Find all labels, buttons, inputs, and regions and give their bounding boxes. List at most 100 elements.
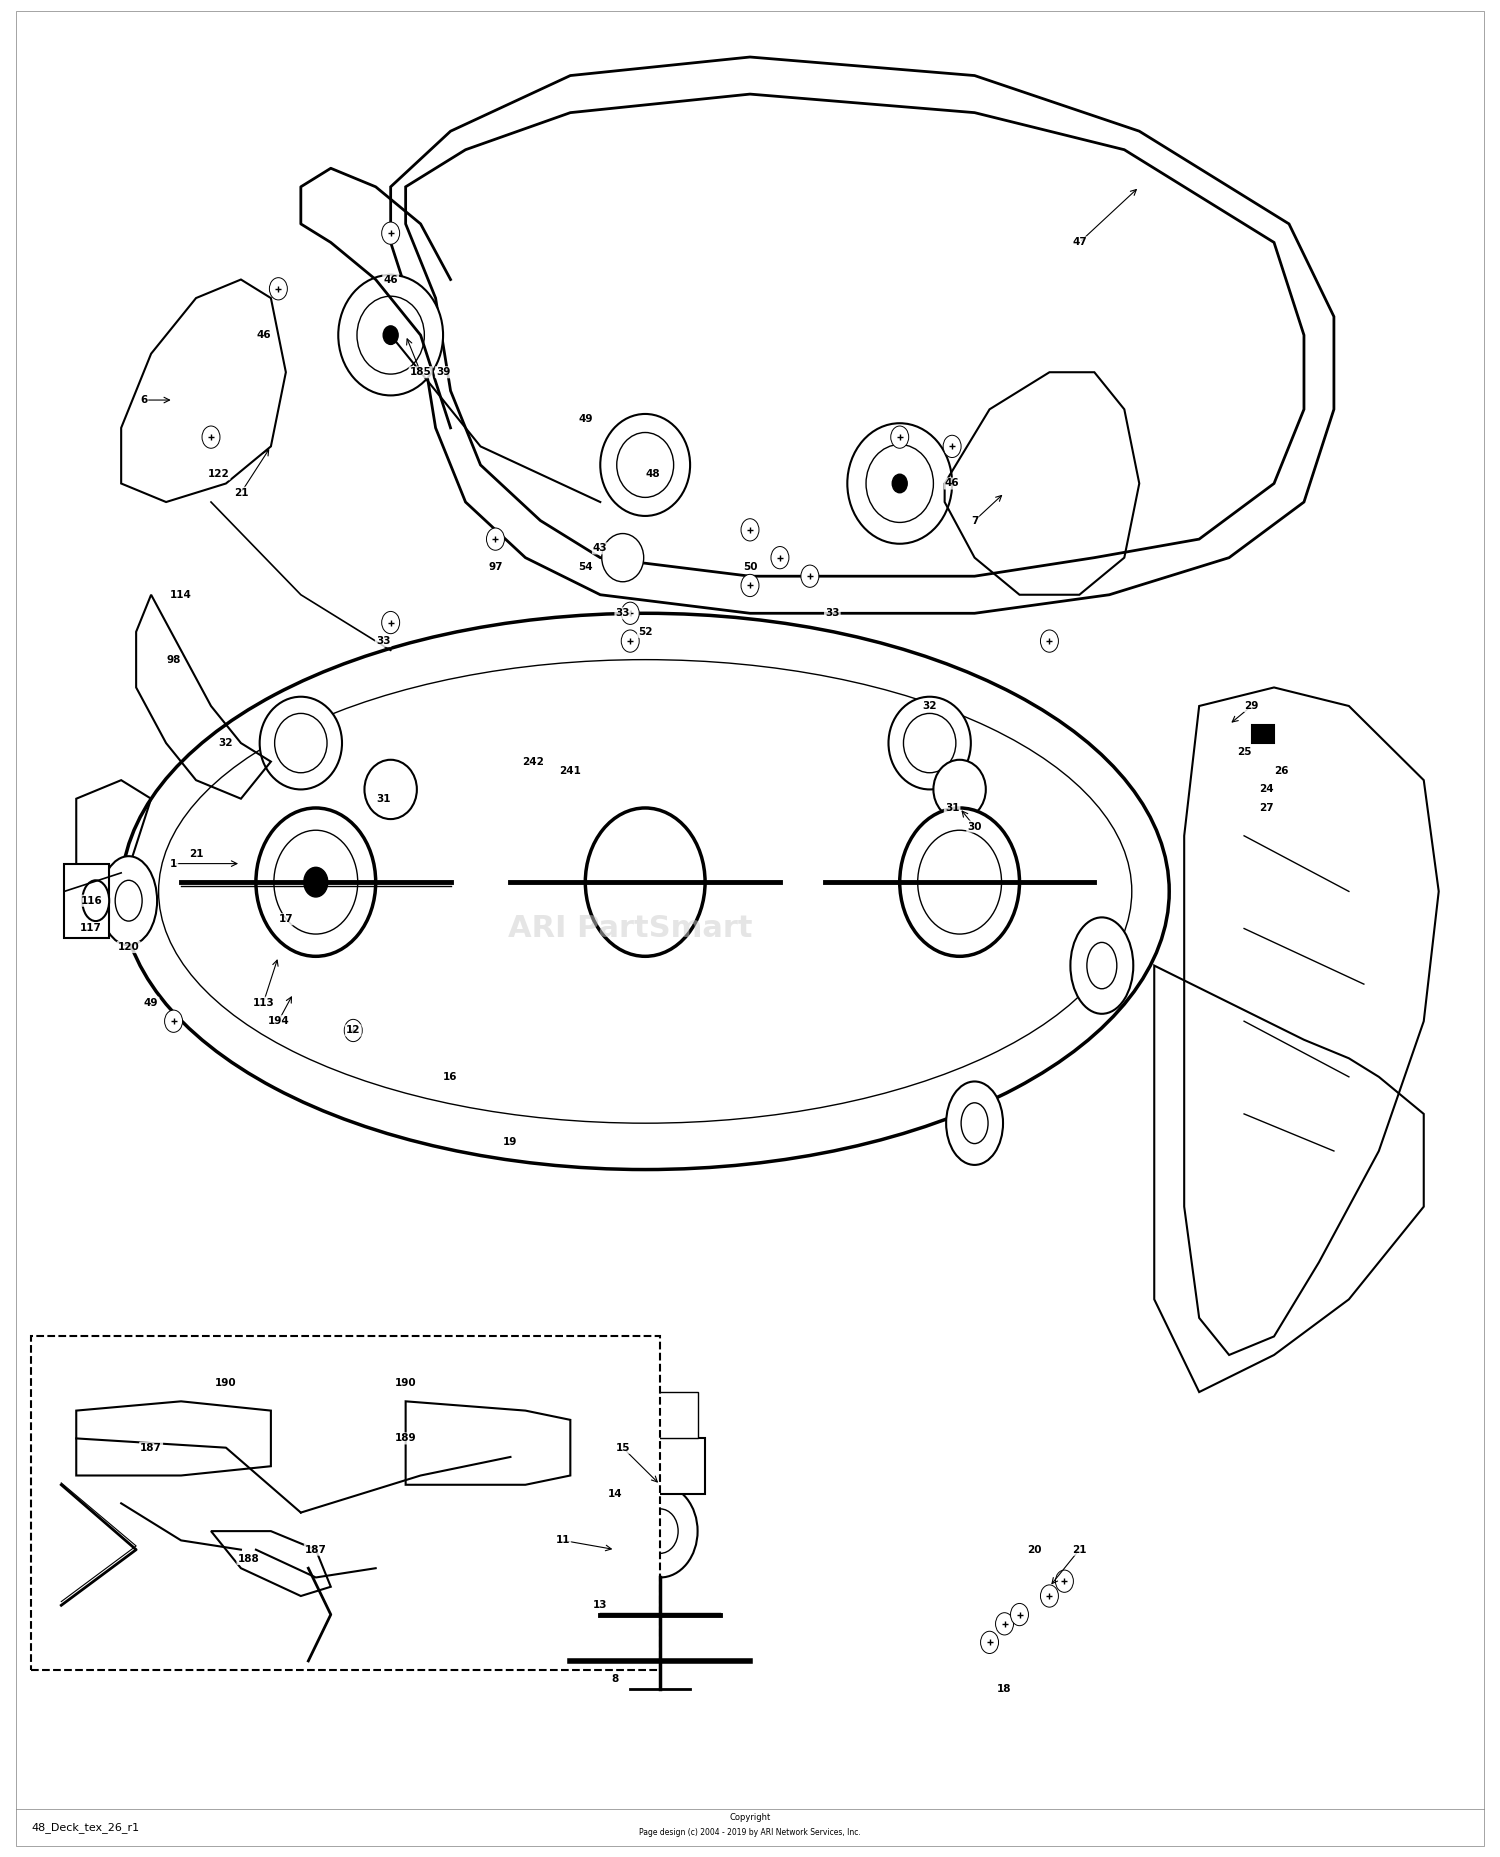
Text: 32: 32 bbox=[219, 737, 232, 748]
Text: 29: 29 bbox=[1245, 700, 1258, 711]
Text: 16: 16 bbox=[444, 1071, 458, 1083]
Text: 52: 52 bbox=[638, 628, 652, 637]
Ellipse shape bbox=[1071, 917, 1134, 1014]
Text: 39: 39 bbox=[436, 368, 450, 377]
Text: 20: 20 bbox=[1028, 1545, 1041, 1554]
Circle shape bbox=[1041, 630, 1059, 652]
Circle shape bbox=[274, 830, 357, 934]
Text: 116: 116 bbox=[81, 895, 102, 906]
Text: 21: 21 bbox=[1072, 1545, 1086, 1554]
Text: 122: 122 bbox=[207, 470, 230, 479]
Text: 7: 7 bbox=[970, 516, 978, 526]
Circle shape bbox=[270, 279, 288, 301]
Text: 26: 26 bbox=[1275, 765, 1288, 776]
Text: 120: 120 bbox=[118, 941, 140, 953]
Circle shape bbox=[741, 518, 759, 540]
Text: 13: 13 bbox=[592, 1601, 608, 1610]
Circle shape bbox=[741, 574, 759, 596]
Text: 194: 194 bbox=[267, 1016, 290, 1027]
Circle shape bbox=[1056, 1569, 1074, 1591]
Text: 25: 25 bbox=[1238, 747, 1251, 758]
Circle shape bbox=[1011, 1603, 1029, 1625]
Text: 11: 11 bbox=[555, 1536, 570, 1545]
Text: 114: 114 bbox=[170, 591, 192, 600]
Ellipse shape bbox=[274, 713, 327, 773]
Text: Page design (c) 2004 - 2019 by ARI Network Services, Inc.: Page design (c) 2004 - 2019 by ARI Netwo… bbox=[639, 1827, 861, 1837]
Circle shape bbox=[304, 867, 328, 897]
Text: 33: 33 bbox=[376, 637, 390, 646]
Bar bbox=[615, 1439, 705, 1495]
Text: 19: 19 bbox=[504, 1136, 518, 1148]
Circle shape bbox=[381, 611, 399, 633]
Text: 18: 18 bbox=[998, 1684, 1012, 1694]
Text: 21: 21 bbox=[234, 488, 248, 498]
Text: 187: 187 bbox=[304, 1545, 327, 1554]
Ellipse shape bbox=[260, 696, 342, 789]
Text: 1: 1 bbox=[170, 858, 177, 869]
Ellipse shape bbox=[602, 533, 644, 581]
Circle shape bbox=[381, 223, 399, 245]
Circle shape bbox=[918, 830, 1002, 934]
Text: 32: 32 bbox=[922, 700, 938, 711]
Text: 43: 43 bbox=[592, 544, 608, 553]
Ellipse shape bbox=[357, 297, 424, 373]
Text: Copyright: Copyright bbox=[729, 1812, 771, 1822]
Text: 24: 24 bbox=[1258, 784, 1274, 795]
Ellipse shape bbox=[933, 760, 986, 819]
Circle shape bbox=[771, 546, 789, 568]
Ellipse shape bbox=[636, 871, 654, 893]
Circle shape bbox=[486, 527, 504, 550]
Text: 48: 48 bbox=[645, 470, 660, 479]
Ellipse shape bbox=[339, 275, 442, 396]
Text: 8: 8 bbox=[612, 1675, 620, 1684]
Ellipse shape bbox=[604, 836, 687, 928]
Text: ARI PartSmart: ARI PartSmart bbox=[509, 914, 753, 943]
Circle shape bbox=[996, 1612, 1014, 1634]
Text: 30: 30 bbox=[968, 821, 982, 832]
Text: 17: 17 bbox=[279, 914, 292, 925]
Text: 33: 33 bbox=[825, 609, 840, 618]
Bar bbox=[64, 864, 110, 938]
Ellipse shape bbox=[888, 696, 971, 789]
Circle shape bbox=[891, 425, 909, 448]
Ellipse shape bbox=[100, 856, 158, 945]
Text: 113: 113 bbox=[252, 997, 274, 1008]
Text: 33: 33 bbox=[615, 609, 630, 618]
Circle shape bbox=[345, 1019, 362, 1042]
Text: 15: 15 bbox=[615, 1443, 630, 1452]
Text: 31: 31 bbox=[376, 793, 390, 804]
Circle shape bbox=[801, 565, 819, 587]
Text: 14: 14 bbox=[608, 1489, 622, 1499]
Circle shape bbox=[256, 808, 375, 956]
Text: 190: 190 bbox=[394, 1378, 417, 1387]
Ellipse shape bbox=[590, 817, 702, 947]
Circle shape bbox=[621, 602, 639, 624]
Circle shape bbox=[621, 630, 639, 652]
Text: 31: 31 bbox=[945, 802, 960, 813]
Ellipse shape bbox=[364, 760, 417, 819]
Text: 189: 189 bbox=[394, 1434, 417, 1443]
Ellipse shape bbox=[1088, 941, 1118, 988]
Text: 27: 27 bbox=[1258, 802, 1274, 813]
Text: 49: 49 bbox=[144, 997, 159, 1008]
Text: 188: 188 bbox=[237, 1554, 260, 1564]
Text: 46: 46 bbox=[384, 275, 398, 284]
Text: 187: 187 bbox=[140, 1443, 162, 1452]
Circle shape bbox=[202, 425, 220, 448]
Ellipse shape bbox=[903, 713, 956, 773]
Bar bbox=[622, 1393, 698, 1439]
Circle shape bbox=[165, 1010, 183, 1032]
Circle shape bbox=[622, 1486, 698, 1577]
Ellipse shape bbox=[122, 613, 1168, 1170]
Text: 54: 54 bbox=[578, 563, 592, 572]
Text: 21: 21 bbox=[189, 849, 204, 860]
Text: 6: 6 bbox=[140, 396, 147, 405]
Ellipse shape bbox=[865, 444, 933, 522]
Text: 49: 49 bbox=[578, 414, 592, 423]
Text: 185: 185 bbox=[410, 368, 432, 377]
Bar bbox=[32, 1337, 660, 1669]
Text: 50: 50 bbox=[742, 563, 758, 572]
Circle shape bbox=[642, 1510, 678, 1552]
Text: 46: 46 bbox=[256, 331, 270, 340]
Ellipse shape bbox=[892, 474, 908, 492]
